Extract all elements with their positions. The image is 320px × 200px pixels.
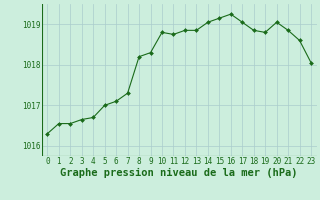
X-axis label: Graphe pression niveau de la mer (hPa): Graphe pression niveau de la mer (hPa) (60, 168, 298, 178)
